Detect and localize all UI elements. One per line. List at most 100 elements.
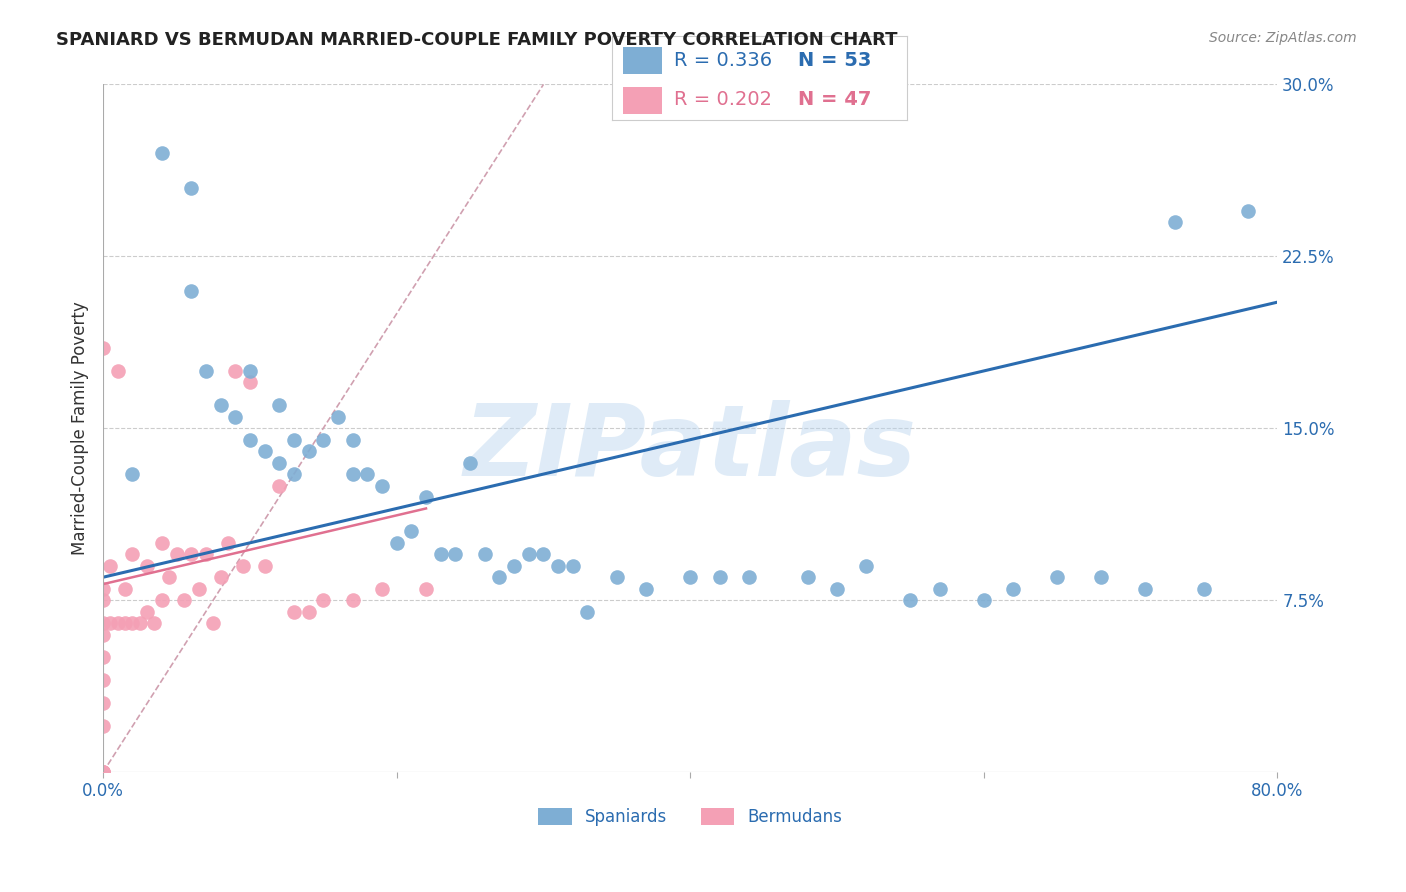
Point: [342, 593, 364, 607]
Point: [202, 616, 225, 631]
Point: [283, 467, 305, 481]
Point: [738, 570, 761, 584]
FancyBboxPatch shape: [623, 87, 662, 113]
Point: [91, 616, 114, 631]
Point: [415, 582, 437, 596]
FancyBboxPatch shape: [623, 46, 662, 74]
Point: [128, 616, 150, 631]
Point: [114, 616, 136, 631]
Point: [928, 582, 950, 596]
Point: [239, 376, 262, 390]
Point: [606, 570, 628, 584]
Point: [180, 547, 202, 561]
Point: [121, 467, 143, 481]
Point: [1237, 203, 1260, 218]
Point: [91, 650, 114, 665]
Point: [269, 456, 291, 470]
Point: [444, 547, 467, 561]
Point: [709, 570, 731, 584]
Point: [636, 582, 658, 596]
Point: [1192, 582, 1215, 596]
Point: [297, 444, 319, 458]
Point: [150, 146, 173, 161]
Point: [503, 558, 526, 573]
Point: [269, 478, 291, 492]
Point: [187, 582, 209, 596]
Text: ZIPatlas: ZIPatlas: [464, 401, 917, 498]
Point: [91, 627, 114, 641]
Point: [326, 409, 349, 424]
Point: [1090, 570, 1112, 584]
Point: [1133, 582, 1156, 596]
Point: [269, 398, 291, 412]
Point: [91, 696, 114, 710]
Point: [239, 433, 262, 447]
Point: [312, 593, 335, 607]
Point: [253, 558, 276, 573]
Point: [312, 433, 335, 447]
Point: [239, 364, 262, 378]
Point: [342, 433, 364, 447]
Point: [180, 180, 202, 194]
Text: R = 0.202: R = 0.202: [673, 90, 772, 109]
Point: [356, 467, 378, 481]
Point: [517, 547, 540, 561]
Point: [855, 558, 877, 573]
Point: [91, 593, 114, 607]
Point: [547, 558, 569, 573]
Point: [679, 570, 702, 584]
Point: [209, 570, 232, 584]
Point: [91, 341, 114, 355]
Point: [100, 616, 122, 631]
Point: [253, 444, 276, 458]
Point: [91, 673, 114, 688]
Point: [297, 605, 319, 619]
Text: N = 53: N = 53: [797, 51, 870, 70]
Point: [371, 478, 394, 492]
Point: [429, 547, 451, 561]
Point: [488, 570, 510, 584]
Point: [898, 593, 921, 607]
Point: [825, 582, 848, 596]
Point: [150, 593, 173, 607]
Point: [1163, 215, 1185, 229]
Point: [157, 570, 180, 584]
Legend: Spaniards, Bermudans: Spaniards, Bermudans: [531, 801, 849, 832]
Point: [973, 593, 995, 607]
Point: [107, 364, 129, 378]
Point: [194, 547, 217, 561]
Point: [1046, 570, 1069, 584]
Point: [342, 467, 364, 481]
Point: [91, 719, 114, 733]
Point: [136, 605, 159, 619]
Point: [385, 536, 408, 550]
Point: [415, 490, 437, 504]
Point: [114, 582, 136, 596]
Point: [474, 547, 496, 561]
Text: R = 0.336: R = 0.336: [673, 51, 772, 70]
Point: [194, 364, 217, 378]
Point: [796, 570, 818, 584]
Text: Source: ZipAtlas.com: Source: ZipAtlas.com: [1209, 31, 1357, 45]
Point: [209, 398, 232, 412]
Point: [166, 547, 188, 561]
Point: [121, 616, 143, 631]
Point: [180, 284, 202, 298]
Point: [232, 558, 254, 573]
Point: [224, 364, 246, 378]
Point: [283, 605, 305, 619]
Point: [91, 765, 114, 780]
Point: [91, 582, 114, 596]
Point: [91, 765, 114, 780]
Point: [576, 605, 599, 619]
Point: [458, 456, 481, 470]
Point: [283, 433, 305, 447]
Point: [143, 616, 166, 631]
Point: [1002, 582, 1025, 596]
Point: [533, 547, 555, 561]
Point: [217, 536, 239, 550]
Point: [107, 616, 129, 631]
Text: N = 47: N = 47: [797, 90, 870, 109]
Point: [136, 558, 159, 573]
Point: [173, 593, 195, 607]
